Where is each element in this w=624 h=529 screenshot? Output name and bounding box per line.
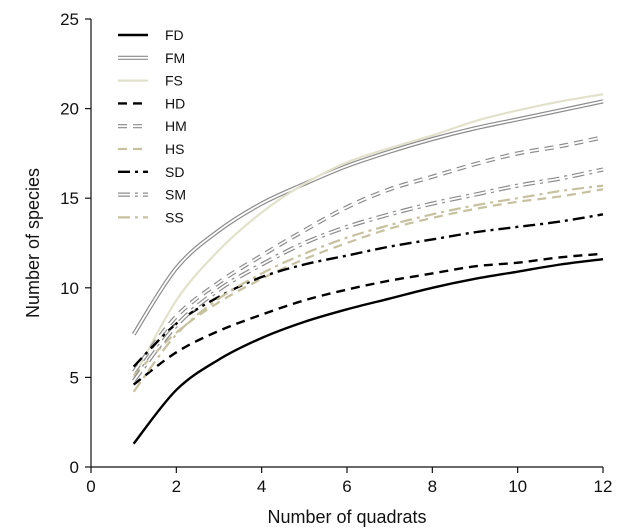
series-line-sm xyxy=(132,167,604,383)
legend: FD FM FS HD HM HS SD SM SS xyxy=(118,27,187,225)
legend-item-fm: FM xyxy=(118,50,185,66)
legend-label: SD xyxy=(165,164,184,180)
series-hd xyxy=(132,252,604,386)
y-tick-label: 10 xyxy=(60,279,79,298)
ticks: 0 2 4 6 8 10 12 0 5 10 15 20 25 xyxy=(60,10,612,496)
legend-item-fd: FD xyxy=(118,27,184,43)
series-line-hd xyxy=(132,252,604,386)
x-tick-label: 8 xyxy=(428,477,437,496)
series-hm xyxy=(132,135,604,374)
x-tick-label: 10 xyxy=(508,477,527,496)
series-line-fd xyxy=(132,257,604,445)
series-fm xyxy=(131,99,604,336)
series-line-hs xyxy=(132,188,604,377)
series-line-hm-inner xyxy=(132,136,604,373)
series-line-sd xyxy=(132,213,604,368)
series-fs xyxy=(132,93,604,378)
y-tick-label: 15 xyxy=(60,189,79,208)
y-tick-label: 0 xyxy=(70,458,79,477)
y-axis-title: Number of species xyxy=(23,168,43,318)
x-axis-title: Number of quadrats xyxy=(267,507,426,527)
legend-label: FM xyxy=(165,50,185,66)
legend-item-fs: FS xyxy=(118,73,183,89)
series-line-hm xyxy=(132,135,604,374)
legend-label: HM xyxy=(165,118,187,134)
legend-item-sm: SM xyxy=(118,187,186,203)
series-hs xyxy=(132,188,604,377)
series-line-ss xyxy=(132,184,604,393)
y-tick-label: 20 xyxy=(60,100,79,119)
legend-item-sd: SD xyxy=(118,164,184,180)
series-line-fm-inner xyxy=(132,100,604,335)
legend-label: HS xyxy=(165,141,184,157)
legend-item-hs: HS xyxy=(118,141,184,157)
x-tick-label: 0 xyxy=(86,477,95,496)
legend-item-ss: SS xyxy=(118,209,184,225)
x-tick-label: 2 xyxy=(172,477,181,496)
x-tick-label: 4 xyxy=(257,477,266,496)
legend-item-hd: HD xyxy=(118,95,185,111)
legend-label: HD xyxy=(165,95,185,111)
x-tick-label: 6 xyxy=(342,477,351,496)
series-lines xyxy=(131,93,604,445)
x-tick-label: 12 xyxy=(594,477,613,496)
series-ss xyxy=(132,184,604,393)
series-sd xyxy=(132,213,604,368)
legend-item-hm: HM xyxy=(118,118,187,134)
y-tick-label: 5 xyxy=(70,368,79,387)
series-line-sm-inner xyxy=(132,168,604,382)
series-fd xyxy=(132,257,604,445)
y-tick-label: 25 xyxy=(60,10,79,29)
series-line-fs xyxy=(132,93,604,378)
legend-label: FD xyxy=(165,27,184,43)
legend-label: SS xyxy=(165,209,184,225)
legend-label: FS xyxy=(165,73,183,89)
legend-label: SM xyxy=(165,187,186,203)
series-sm xyxy=(132,167,604,383)
